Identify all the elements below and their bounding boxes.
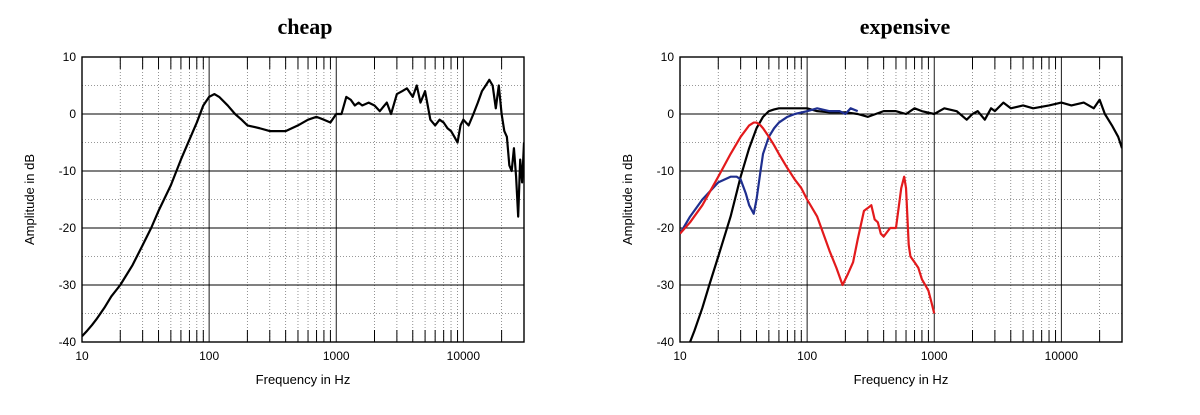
y-tick-label: -30 (59, 278, 77, 292)
y-tick-label: -10 (657, 164, 675, 178)
plot-area (82, 57, 524, 342)
y-tick-label: -20 (59, 221, 77, 235)
x-tick-label: 100 (797, 349, 817, 363)
y-tick-label: -30 (657, 278, 675, 292)
y-axis-label: Amplitude in dB (22, 154, 37, 245)
x-tick-label: 10000 (447, 349, 481, 363)
series-line-0 (689, 98, 1122, 343)
series-line-0 (82, 78, 524, 338)
series-line-2 (680, 121, 936, 314)
y-axis-label: Amplitude in dB (620, 154, 635, 245)
y-tick-label: -10 (59, 164, 77, 178)
y-tick-label: 0 (667, 107, 674, 121)
x-tick-label: 10000 (1045, 349, 1079, 363)
chart-title-expensive: expensive (859, 14, 951, 39)
plot-frame (679, 56, 1123, 343)
y-tick-label: 0 (69, 107, 76, 121)
y-tick-label: -40 (657, 335, 675, 349)
y-tick-label: -20 (657, 221, 675, 235)
series-line-1 (680, 107, 859, 235)
y-tick-label: -40 (59, 335, 77, 349)
y-tick-label: 10 (63, 50, 77, 64)
y-tick-label: 10 (661, 50, 675, 64)
x-axis-label: Frequency in Hz (256, 372, 351, 387)
chart-title-cheap: cheap (277, 14, 333, 39)
plot-frame (81, 56, 525, 343)
x-axis-label: Frequency in Hz (854, 372, 949, 387)
x-tick-label: 10 (673, 349, 687, 363)
x-tick-label: 100 (199, 349, 219, 363)
x-tick-label: 10 (75, 349, 89, 363)
x-tick-label: 1000 (921, 349, 948, 363)
x-tick-label: 1000 (323, 349, 350, 363)
